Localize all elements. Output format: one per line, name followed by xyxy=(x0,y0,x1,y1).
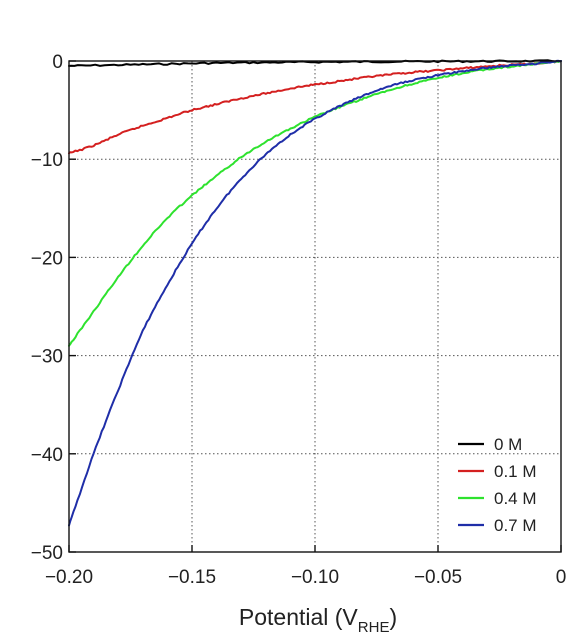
y-tick-label: −30 xyxy=(31,347,63,368)
legend-label-1: 0.1 M xyxy=(494,462,537,481)
legend-label-0: 0 M xyxy=(494,435,522,454)
x-tick-label: 0 xyxy=(556,567,567,588)
series-line-2 xyxy=(68,60,562,347)
legend-label-2: 0.4 M xyxy=(494,489,537,508)
tick-marks xyxy=(68,60,562,553)
x-tick-label: −0.20 xyxy=(45,567,93,588)
legend-label-3: 0.7 M xyxy=(494,516,537,535)
series-line-1 xyxy=(68,60,562,155)
x-axis-title-suffix: ) xyxy=(389,604,397,630)
grid xyxy=(69,61,561,552)
x-tick-label: −0.05 xyxy=(414,567,462,588)
series-line-3 xyxy=(68,59,562,527)
y-tick-label: −40 xyxy=(31,445,63,466)
x-axis-title: Potential (VRHE) xyxy=(239,604,397,636)
x-tick-label: −0.10 xyxy=(291,567,339,588)
legend: 0 M 0.1 M 0.4 M 0.7 M xyxy=(458,435,537,535)
x-axis-title-main: Potential (V xyxy=(239,604,359,630)
x-axis-title-subscript: RHE xyxy=(358,619,390,636)
tick-labels: −0.20 −0.15 −0.10 −0.05 0 0 −10 −20 −30 −40 −50 xyxy=(31,52,567,588)
y-tick-label: −20 xyxy=(31,248,63,269)
y-tick-label: −50 xyxy=(31,543,63,564)
y-tick-label: 0 xyxy=(52,52,63,73)
series-lines xyxy=(68,59,562,527)
x-tick-label: −0.15 xyxy=(168,567,216,588)
y-tick-label: −10 xyxy=(31,150,63,171)
